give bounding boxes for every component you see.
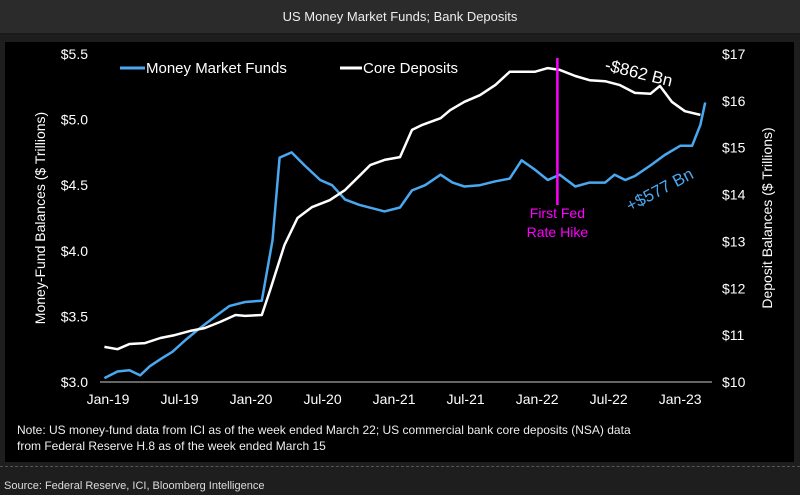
legend-label-money-market-funds: Money Market Funds	[146, 60, 287, 77]
series-line-money-market-funds	[103, 102, 707, 380]
x-tick-label: Jan-20	[230, 391, 273, 407]
x-tick-label: Jul-19	[160, 391, 198, 407]
y-left-axis-title: Money-Fund Balances ($ Trillions)	[32, 112, 48, 324]
y-right-tick-label: $15	[722, 140, 746, 156]
y-left-tick-label: $4.5	[61, 177, 88, 193]
y-left-tick-label: $5.5	[61, 46, 88, 62]
x-tick-label: Jul-22	[590, 391, 628, 407]
y-left-tick-label: $5.0	[61, 112, 88, 128]
header: US Money Market Funds; Bank Deposits	[0, 0, 800, 35]
fed-hike-label-line-1: First Fed	[530, 205, 585, 221]
y-right-tick-label: $12	[722, 280, 746, 296]
chart-panel	[5, 42, 794, 462]
chart-title: US Money Market Funds; Bank Deposits	[282, 9, 518, 24]
y-right-tick-label: $16	[722, 93, 746, 109]
y-left-tick-label: $3.0	[61, 374, 88, 390]
deposits-change-annotation: -$862 Bn	[603, 55, 675, 90]
x-tick-label: Jul-21	[447, 391, 485, 407]
y-right-tick-label: $11	[722, 327, 745, 343]
y-right-tick-label: $14	[722, 187, 746, 203]
note-line-1: Note: US money-fund data from ICI as of …	[17, 423, 631, 437]
y-left-tick-label: $4.0	[61, 243, 88, 259]
y-right-axis-title: Deposit Balances ($ Trillions)	[759, 127, 775, 308]
source-text: Source: Federal Reserve, ICI, Bloomberg …	[4, 480, 265, 492]
y-right-tick-label: $17	[722, 46, 746, 62]
y-right-tick-label: $10	[722, 374, 746, 390]
fed-hike-label-line-2: Rate Hike	[527, 224, 589, 240]
y-right-tick-label: $13	[722, 233, 746, 249]
x-tick-label: Jan-21	[373, 391, 416, 407]
mmf-change-annotation: +$577 Bn	[623, 164, 697, 215]
x-tick-label: Jan-22	[516, 391, 559, 407]
series-line-core-deposits	[104, 66, 701, 351]
chart-note: Note: US money-fund data from ICI as of …	[17, 422, 717, 454]
x-tick-label: Jan-23	[659, 391, 702, 407]
legend-label-core-deposits: Core Deposits	[363, 60, 458, 77]
note-line-2: from Federal Reserve H.8 as of the week …	[17, 439, 326, 453]
y-left-tick-label: $3.5	[61, 308, 88, 324]
x-tick-label: Jan-19	[87, 391, 130, 407]
divider	[0, 466, 800, 467]
x-tick-label: Jul-20	[303, 391, 341, 407]
